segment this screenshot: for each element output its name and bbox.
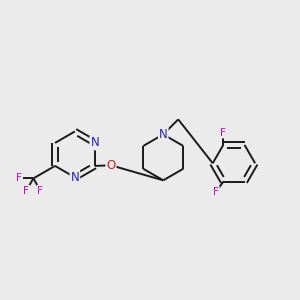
Text: N: N [90,136,99,149]
Text: F: F [38,186,44,196]
Text: F: F [16,173,22,183]
Text: O: O [106,159,116,172]
Text: F: F [213,187,219,197]
Text: N: N [159,128,168,141]
Text: F: F [220,128,226,137]
Text: N: N [70,171,79,184]
Text: F: F [23,186,29,196]
